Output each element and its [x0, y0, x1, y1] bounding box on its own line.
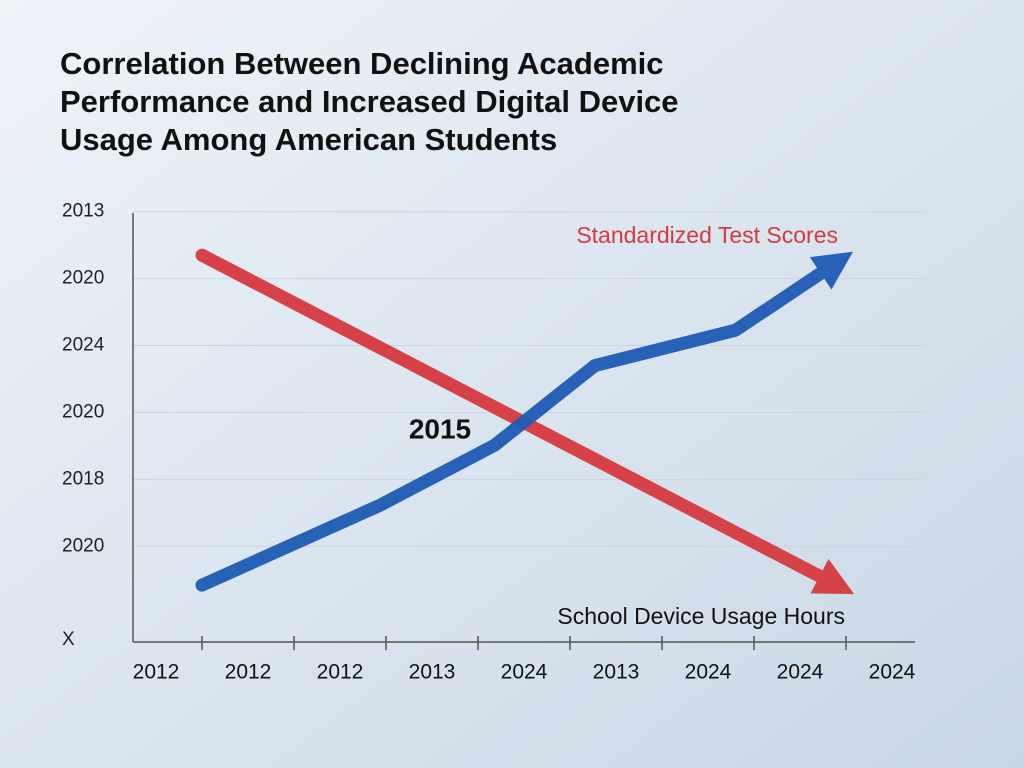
chart-title: Usage Among American Students	[60, 122, 557, 157]
y-tick-label: 2013	[62, 201, 104, 222]
y-tick-label: 2024	[62, 335, 105, 356]
x-tick-label: 2013	[593, 661, 640, 684]
x-tick-label: 2012	[133, 661, 180, 684]
chart-title: Correlation Between Declining Academic	[60, 46, 664, 81]
plot-area: X 2020 2018 2020 2024 2020 2013 2012 2012 2012 201…	[62, 201, 925, 684]
series-label: Standardized Test Scores	[576, 222, 838, 248]
series-line	[195, 251, 854, 592]
x-tick-label: 2024	[685, 661, 732, 684]
annotation: 2015	[409, 413, 471, 444]
x-tick-label: 2024	[869, 661, 916, 684]
y-tick-label: 2020	[62, 535, 104, 556]
chart-title: Performance and Increased Digital Device	[60, 84, 679, 119]
series-label: School Device Usage Hours	[557, 603, 845, 629]
y-tick-label: 2020	[62, 268, 104, 289]
y-tick-label: 2020	[62, 401, 104, 422]
x-tick-label: 2012	[225, 661, 272, 684]
x-tick-label: 2024	[777, 661, 824, 684]
y-tick-label: 2018	[62, 468, 104, 489]
y-tick-label: X	[62, 629, 75, 650]
x-tick-label: 2013	[409, 661, 456, 684]
x-tick-label: 2024	[501, 661, 548, 684]
x-tick-label: 2012	[317, 661, 364, 684]
